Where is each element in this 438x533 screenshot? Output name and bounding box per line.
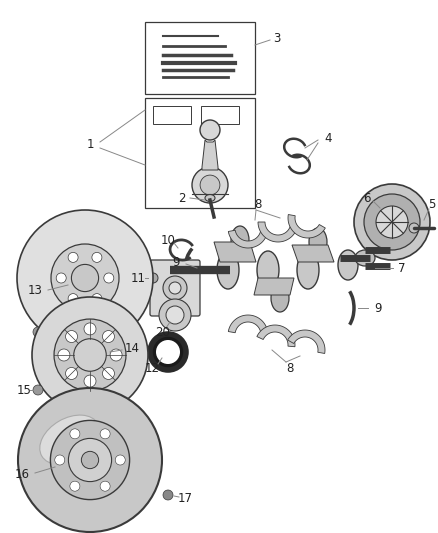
Text: 13: 13 [28,284,42,296]
Circle shape [200,175,220,195]
Circle shape [159,299,191,331]
Polygon shape [228,315,268,333]
Circle shape [81,451,99,469]
Circle shape [169,282,181,294]
Circle shape [70,429,80,439]
Text: 5: 5 [428,198,436,212]
Circle shape [200,120,220,140]
Circle shape [376,206,408,238]
Circle shape [163,490,173,500]
Circle shape [33,385,43,395]
Circle shape [66,367,78,379]
Ellipse shape [217,251,239,289]
Ellipse shape [257,251,279,289]
Polygon shape [292,245,334,262]
Text: 9: 9 [374,302,382,314]
Circle shape [33,327,43,337]
Circle shape [84,375,96,387]
Ellipse shape [231,226,249,254]
Circle shape [115,455,125,465]
Text: 2: 2 [178,191,186,205]
Text: 15: 15 [17,384,32,397]
Circle shape [354,184,430,260]
Circle shape [54,319,126,391]
Circle shape [58,349,70,361]
Circle shape [110,349,122,361]
Text: 7: 7 [398,262,406,274]
Polygon shape [258,222,297,242]
Ellipse shape [309,228,327,256]
Text: 1: 1 [86,139,94,151]
Circle shape [71,264,99,292]
Circle shape [102,367,114,379]
Circle shape [150,334,186,370]
Bar [145,22,255,94]
Circle shape [32,297,148,413]
Circle shape [92,253,102,262]
Circle shape [84,323,96,335]
Circle shape [100,481,110,491]
Circle shape [70,481,80,491]
Circle shape [74,339,106,372]
Polygon shape [214,242,256,262]
Text: 14: 14 [124,342,139,354]
Text: 10: 10 [161,233,176,246]
Text: 6: 6 [363,191,371,205]
Circle shape [102,330,114,343]
Circle shape [104,273,114,283]
Circle shape [409,223,419,233]
Ellipse shape [271,284,289,312]
Circle shape [100,429,110,439]
Text: 8: 8 [286,361,294,375]
Polygon shape [228,230,268,248]
Ellipse shape [355,250,375,266]
Ellipse shape [40,415,100,465]
Circle shape [18,388,162,532]
Circle shape [92,294,102,304]
Polygon shape [288,214,325,238]
Bar [201,106,239,124]
Circle shape [148,273,158,283]
Text: 20: 20 [155,326,170,338]
Ellipse shape [338,250,358,280]
Circle shape [55,455,65,465]
Circle shape [56,273,66,283]
Ellipse shape [205,195,215,201]
Polygon shape [288,330,325,353]
Bar [153,106,191,124]
Text: 17: 17 [177,491,192,505]
Circle shape [51,244,119,312]
Text: 16: 16 [14,469,29,481]
Circle shape [68,294,78,304]
Circle shape [163,276,187,300]
FancyBboxPatch shape [150,260,200,316]
Text: 4: 4 [324,132,332,144]
Circle shape [364,194,420,250]
Ellipse shape [297,251,319,289]
Polygon shape [202,140,218,170]
Circle shape [192,167,228,203]
Circle shape [156,340,180,364]
Text: 12: 12 [145,361,159,375]
Text: 3: 3 [273,31,281,44]
Circle shape [66,330,78,343]
Circle shape [17,210,153,346]
Circle shape [50,421,130,499]
Text: 11: 11 [131,271,145,285]
Text: 8: 8 [254,198,261,212]
Text: 9: 9 [172,255,180,269]
Circle shape [68,253,78,262]
Circle shape [166,306,184,324]
Polygon shape [254,278,294,295]
Bar [145,98,255,208]
Polygon shape [257,325,295,347]
Circle shape [68,439,112,482]
